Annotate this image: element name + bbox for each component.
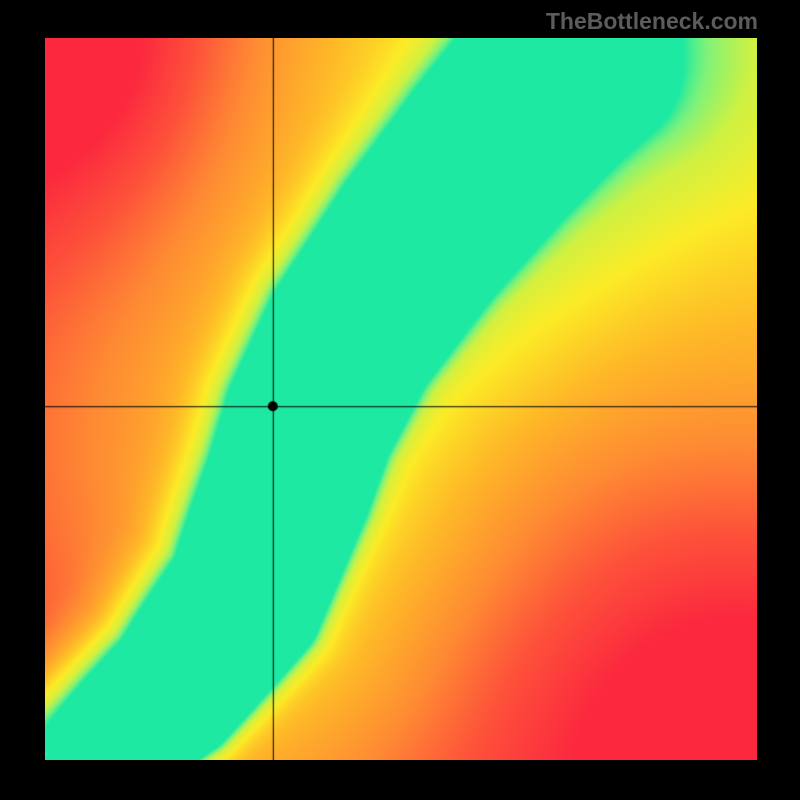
chart-frame xyxy=(45,38,757,760)
watermark-text: TheBottleneck.com xyxy=(546,8,758,35)
heatmap-canvas xyxy=(45,38,757,760)
